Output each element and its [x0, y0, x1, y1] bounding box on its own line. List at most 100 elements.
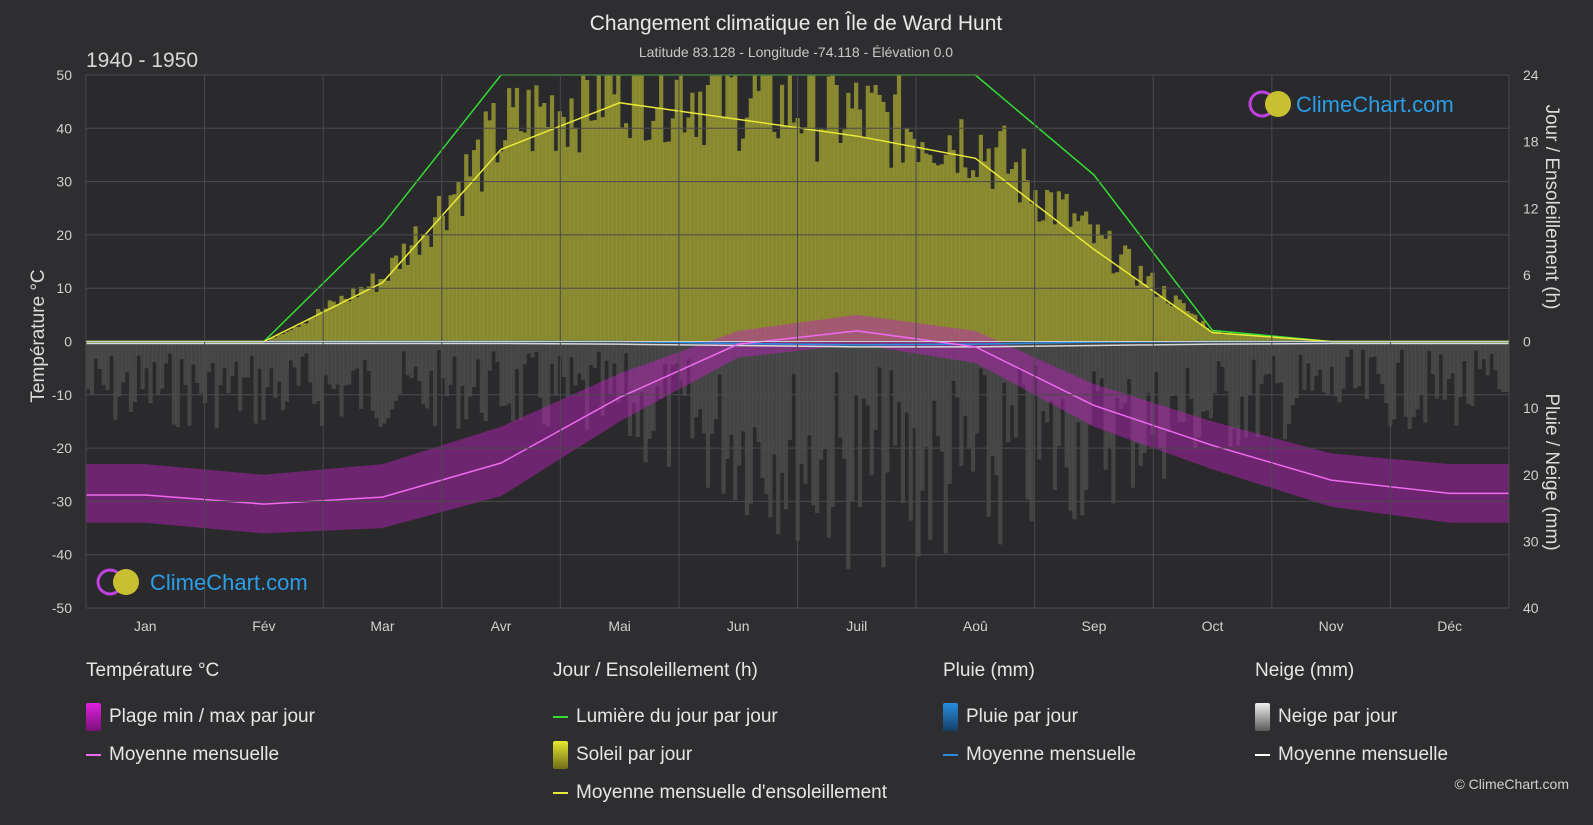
- copyright: © ClimeChart.com: [1454, 776, 1569, 792]
- sunshine-daily-bar: [768, 75, 773, 342]
- sunshine-daily-bar: [889, 167, 894, 342]
- snow-daily-bar: [393, 341, 399, 401]
- y-right-bottom-axis-title: Pluie / Neige (mm): [1541, 393, 1562, 550]
- snow-daily-bar: [312, 341, 317, 404]
- snow-daily-bar: [238, 341, 243, 412]
- sunshine-daily-bar: [1162, 286, 1167, 342]
- snow-daily-bar: [1002, 341, 1007, 383]
- sunshine-daily-bar: [1076, 221, 1081, 342]
- snow-daily-bar: [1431, 341, 1436, 375]
- snow-daily-bar: [460, 341, 465, 386]
- snow-daily-bar: [1037, 341, 1042, 460]
- snow-daily-bar: [1013, 341, 1019, 438]
- snow-daily-bar: [647, 341, 652, 439]
- sunshine-daily-bar: [928, 154, 933, 342]
- sunshine-daily-bar: [974, 177, 980, 342]
- snow-daily-bar: [495, 341, 500, 362]
- snow-daily-bar: [1294, 341, 1299, 398]
- sunshine-daily-bar: [639, 75, 644, 342]
- snow-daily-bar: [616, 341, 621, 403]
- snow-daily-bar: [1080, 341, 1085, 516]
- snow-daily-bar: [1123, 341, 1128, 404]
- snow-daily-bar: [1489, 341, 1494, 355]
- sunshine-daily-bar: [319, 311, 325, 342]
- y-right-top-tick-label: 0: [1523, 334, 1531, 350]
- sunshine-daily-bar: [1208, 330, 1214, 342]
- snow-daily-bar: [163, 341, 169, 364]
- snow-daily-bar: [405, 341, 410, 376]
- snow-daily-bar: [401, 341, 406, 352]
- snow-daily-bar: [1130, 341, 1136, 488]
- sunshine-daily-bar: [397, 269, 403, 342]
- sunshine-daily-bar: [1294, 338, 1299, 342]
- period-label: 1940 - 1950: [86, 49, 198, 72]
- snow-daily-bar: [1041, 341, 1046, 412]
- sunshine-daily-bar: [335, 304, 340, 342]
- sunshine-daily-bar: [561, 116, 566, 342]
- sunshine-daily-bar: [444, 230, 449, 342]
- sunshine-daily-bar: [487, 120, 492, 342]
- snow-daily-bar: [436, 341, 442, 351]
- snow-daily-bar: [1165, 341, 1171, 432]
- snow-daily-bar: [1407, 341, 1412, 430]
- snow-daily-bar: [230, 341, 235, 376]
- snow-daily-bar: [148, 341, 153, 404]
- snow-daily-bar: [916, 341, 921, 557]
- snow-daily-bar: [581, 341, 586, 381]
- snow-daily-bar: [651, 341, 656, 431]
- sunshine-daily-bar: [316, 308, 321, 342]
- snow-daily-bar: [596, 341, 601, 352]
- x-tick-label: Oct: [1202, 618, 1224, 634]
- sunshine-daily-bar: [998, 131, 1003, 342]
- legend-label: Plage min / max par jour: [109, 706, 315, 727]
- sunshine-daily-bar: [1009, 169, 1015, 342]
- sunshine-daily-bar: [288, 330, 293, 342]
- sunshine-daily-bar: [429, 246, 434, 342]
- sunshine-daily-bar: [1068, 226, 1073, 342]
- snow-daily-bar: [304, 341, 309, 354]
- snow-daily-bar: [1501, 341, 1506, 393]
- sunshine-daily-bar: [280, 333, 286, 342]
- y-left-tick-label: -40: [52, 547, 72, 563]
- sunshine-daily-bar: [935, 165, 941, 342]
- snow-daily-bar: [358, 341, 364, 409]
- sunshine-daily-bar: [1189, 313, 1194, 342]
- sunshine-daily-bar: [779, 84, 785, 342]
- snow-daily-bar: [659, 341, 664, 399]
- snow-daily-bar: [553, 341, 559, 397]
- sunshine-daily-bar: [877, 94, 882, 342]
- snow-swatch: [1255, 703, 1270, 731]
- snow-daily-bar: [300, 341, 305, 357]
- snow-daily-bar: [429, 341, 434, 371]
- snow-daily-bar: [1017, 341, 1022, 368]
- sunshine-daily-bar: [417, 254, 422, 342]
- snow-daily-bar: [171, 341, 176, 425]
- brand-logo-top: ClimeChart.com: [1248, 90, 1454, 118]
- sunshine-daily-bar: [994, 147, 999, 342]
- snow-daily-bar: [331, 341, 336, 390]
- y-left-tick-label: 30: [56, 174, 72, 190]
- sunshine-daily-bar: [339, 295, 344, 342]
- snow-daily-bar: [1497, 341, 1502, 390]
- snow-daily-bar: [280, 341, 286, 411]
- sunshine-daily-bar: [390, 257, 395, 342]
- snow-daily-bar: [339, 341, 344, 417]
- sunshine-daily-bar: [1298, 338, 1303, 342]
- sunshine-daily-bar: [643, 140, 648, 342]
- snow-daily-bar: [912, 341, 917, 428]
- snow-daily-bar: [1329, 341, 1334, 367]
- sunshine-daily-bar: [1021, 148, 1026, 342]
- snow-daily-bar: [803, 341, 808, 484]
- snow-daily-bar: [507, 341, 512, 404]
- sunshine-daily-bar: [1029, 203, 1034, 342]
- snow-daily-bar: [889, 341, 894, 371]
- snow-daily-bar: [1150, 341, 1155, 434]
- sunshine-daily-bar: [393, 255, 399, 342]
- snow-daily-bar: [900, 341, 906, 504]
- snow-daily-bar: [479, 341, 484, 413]
- snow-daily-bar: [1349, 341, 1354, 350]
- sunshine-daily-bar: [1126, 248, 1132, 342]
- sunshine-daily-bar: [896, 75, 902, 342]
- snow-daily-bar: [1341, 341, 1346, 389]
- legend-snow: Neige (mm) Neige par jour Moyenne mensue…: [1255, 660, 1448, 774]
